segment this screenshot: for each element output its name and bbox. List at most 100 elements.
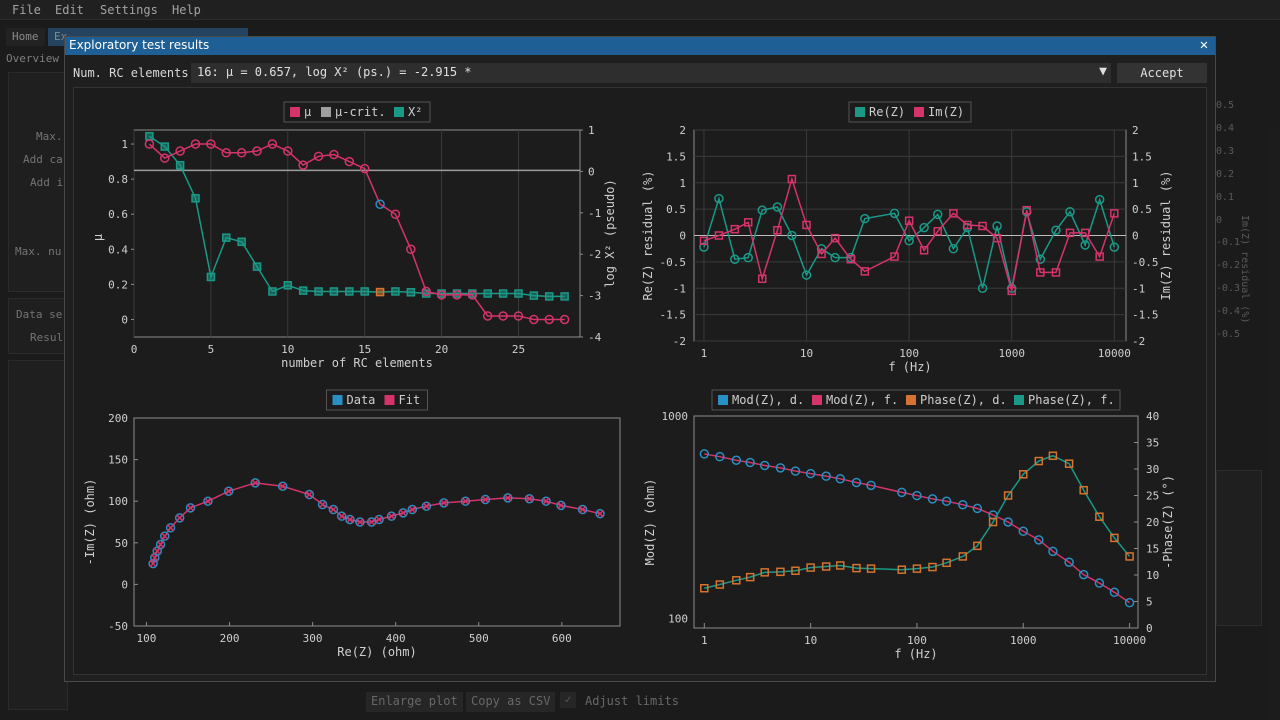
mu-point [529,314,539,325]
residual-ytick: 2 [679,124,686,137]
adjust-limits-checkbox[interactable]: ✓ [560,692,576,708]
mu-chart-ylabel: μ [91,234,105,241]
bg-label-data-set: Data se [16,308,63,321]
re-residual-point [1051,225,1061,235]
mu-point [206,139,216,149]
chi-point [314,287,323,296]
chi-point [206,272,216,282]
chi-line [148,135,565,298]
nyquist-fit-point [596,510,604,518]
num-rc-selected-value: 16: μ = 0.657, log X² (ps.) = -2.915 * [197,65,472,79]
im-residual-point [860,267,870,276]
tab-overview[interactable]: Overview [6,52,59,65]
copy-csv-button[interactable]: Copy as CSV [466,692,556,712]
bode-y2tick: 5 [1146,596,1153,609]
num-rc-select[interactable]: 16: μ = 0.657, log X² (ps.) = -2.915 * ▼ [191,63,1111,83]
re-residual-point [730,254,740,264]
residual-chart-legend-swatch [855,107,865,117]
re-residual-point [977,283,988,293]
nyquist-data-point [439,498,449,508]
bode-ytick: 1000 [662,410,689,423]
phase-data-point [1019,470,1028,479]
residual-ytick: 1 [679,177,686,190]
mu-chart-frame [133,129,581,338]
residual-xtick: 10000 [1098,347,1131,360]
menu-help[interactable]: Help [172,3,201,17]
mu-point [467,290,478,300]
im-residual-point [949,209,958,218]
dialog-titlebar[interactable]: Exploratory test results ✕ [65,37,1215,55]
menu-file[interactable]: File [12,3,41,17]
tab-home[interactable]: Home [6,28,45,46]
bode-y2tick: 40 [1146,410,1159,423]
menu-settings[interactable]: Settings [100,3,158,17]
nyquist-data-point [159,531,170,541]
bode-xlabel: f (Hz) [894,647,937,661]
nyquist-xtick: 100 [137,632,157,645]
phase-data-point [715,580,725,589]
nyquist-fit-point [151,554,159,562]
nyquist-fit-point [153,547,161,555]
nyquist-chart-legend-label: Fit [399,393,421,407]
bode-chart-legend-swatch [718,395,728,405]
phase-data-point [1003,491,1013,500]
mod-data-point [1124,597,1135,608]
bg-axis-tick: 0.4 [1216,123,1235,134]
nyquist-fit-point [368,518,376,526]
mu-chart-xtick: 0 [131,343,138,356]
nyquist-ytick: 200 [108,412,128,425]
bg-axis-tick: -0.4 [1216,306,1241,317]
residual-y2tick: -1.5 [1132,309,1159,322]
background-right-panel [1216,470,1262,626]
im-residual-point [757,274,767,284]
re-residual-point [757,205,767,215]
re-residual-point [919,222,929,233]
bg-axis-tick: 0.5 [1216,100,1235,111]
mu-point [344,156,355,167]
mod-data-point [897,487,907,498]
im-residual-point [919,246,929,255]
chi-point [406,288,416,297]
nyquist-ytick: -50 [108,620,128,633]
mu-point [390,209,401,219]
mod-data-point [1109,587,1120,598]
nyquist-data-point [250,478,261,488]
phase-fit-line [704,454,1131,589]
close-icon[interactable]: ✕ [1199,37,1209,53]
menu-edit[interactable]: Edit [55,3,84,17]
chevron-down-icon[interactable]: ▼ [1099,64,1107,79]
nyquist-fit-point [161,532,169,540]
re-residual-point [801,270,812,280]
residual-xtick: 1 [701,347,708,360]
nyquist-fit-point [176,514,184,522]
bg-axis-tick: -0.3 [1216,283,1241,294]
residual-y2tick: -2 [1132,335,1145,348]
bode-xtick: 1000 [1010,634,1037,647]
re-residual-point [992,221,1002,231]
bode-chart-legend-label: Phase(Z), d. [920,393,1007,407]
nyquist-xtick: 600 [552,632,572,645]
phase-data-point [866,564,876,573]
bg-axis-tick: 0.2 [1216,169,1235,180]
nyquist-ytick: 0 [121,578,128,591]
num-rc-label: Num. RC elements [73,66,189,80]
mod-data-point [912,490,922,501]
nyquist-fit-point [461,497,470,505]
enlarge-plot-button[interactable]: Enlarge plot [366,692,463,712]
bode-chart-legend-swatch [1014,395,1024,405]
chi-point [544,292,554,301]
im-residual-point [1095,252,1104,261]
nyquist-data-point [541,496,551,506]
bode-chart-legend-label: Mod(Z), d. [732,393,804,407]
mod-data-point [1094,578,1105,588]
accept-button[interactable]: Accept [1117,63,1207,83]
nyquist-data-point [355,517,365,527]
mod-data-point [1078,569,1089,580]
bode-chart-legend-swatch [812,395,822,405]
mu-chart-y2tick: 0 [588,165,595,178]
mod-data-point [821,471,831,481]
mod-data-point [745,457,755,468]
im-residual-point [890,252,899,261]
nyquist-fit-point [319,500,327,509]
mu-point [482,311,493,321]
